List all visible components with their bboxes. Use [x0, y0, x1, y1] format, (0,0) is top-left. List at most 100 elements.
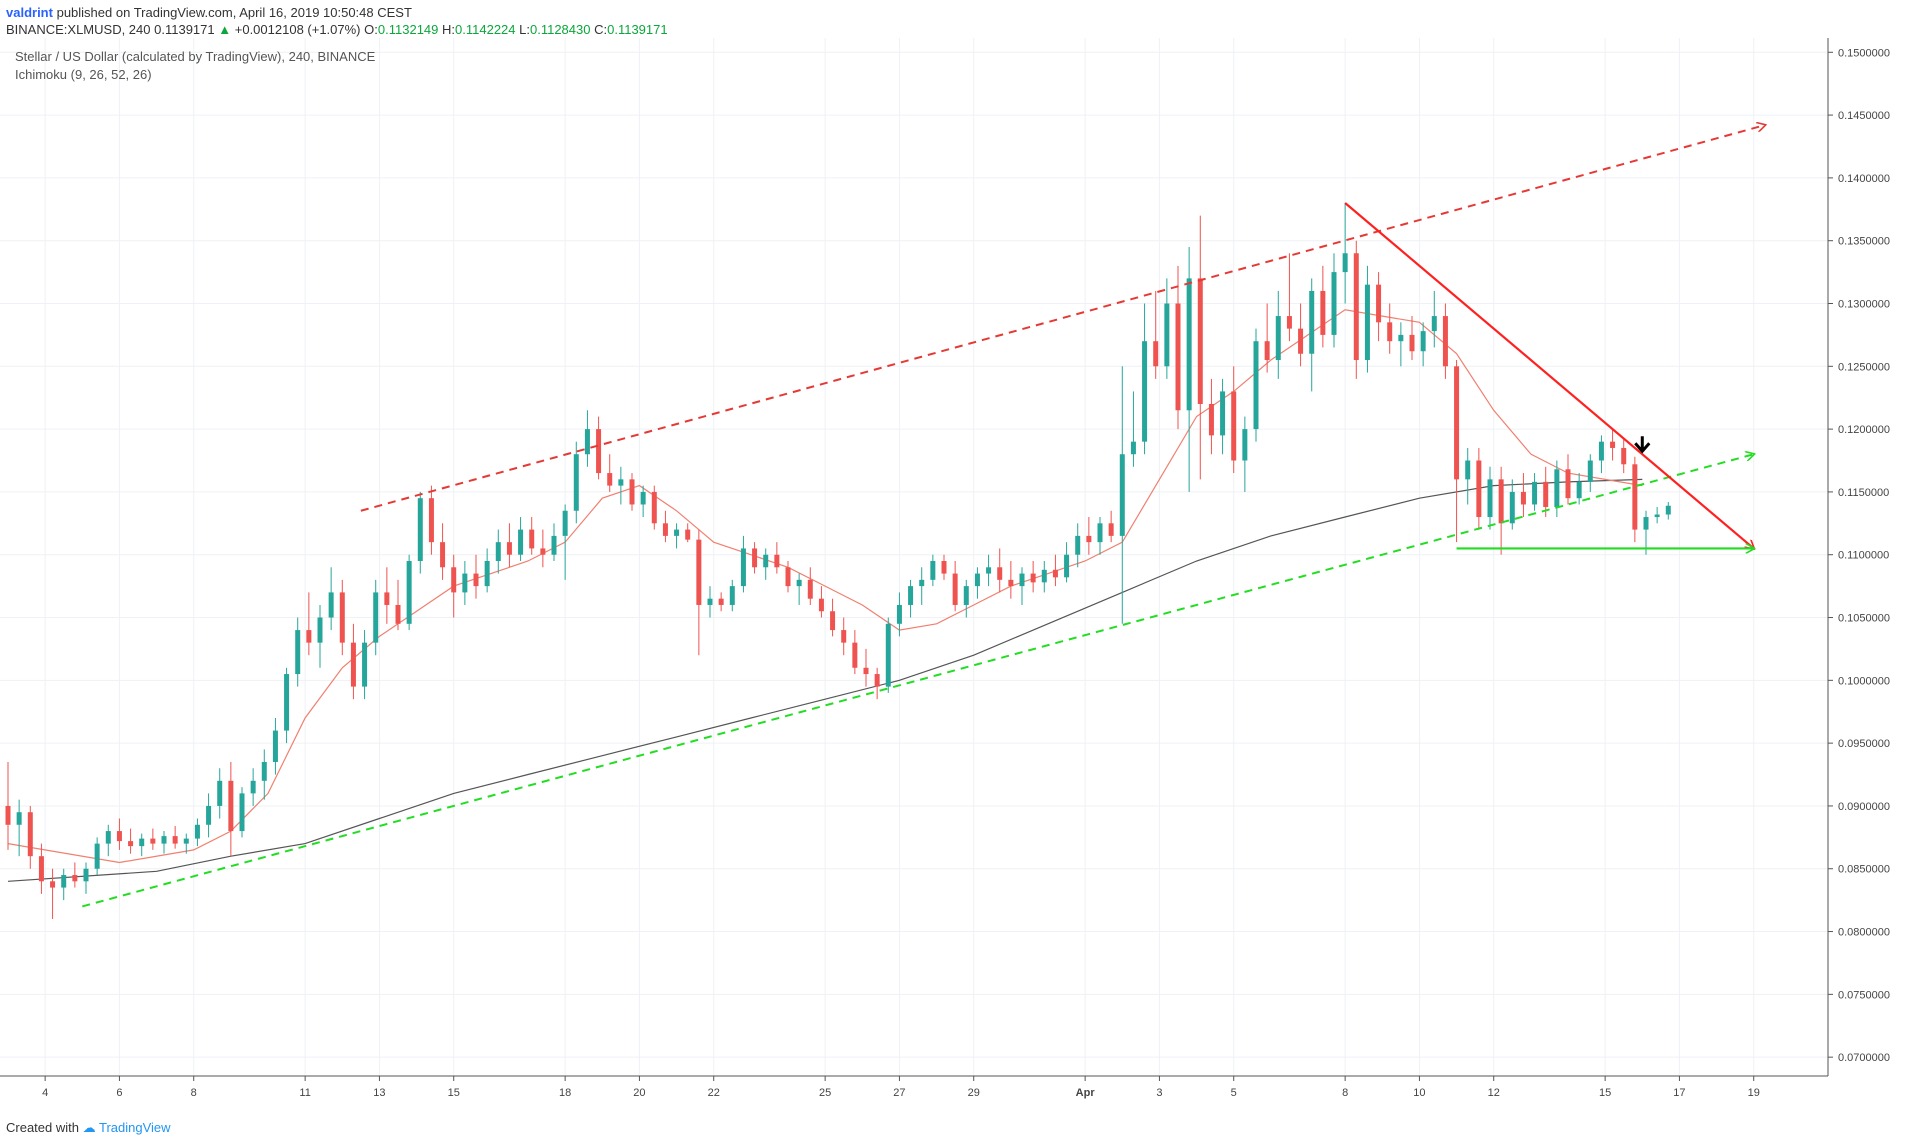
candle-body: [1030, 573, 1036, 583]
channel-upper-line: [360, 125, 1765, 512]
time-tick-label: 13: [373, 1087, 385, 1099]
candle-body: [852, 642, 858, 668]
author-name[interactable]: valdrint: [6, 5, 53, 20]
candle-body: [94, 843, 100, 869]
candle: [1008, 561, 1014, 599]
candle-body: [952, 573, 958, 605]
candle: [1331, 253, 1337, 348]
candle-body: [584, 429, 590, 455]
candle-body: [1309, 290, 1315, 354]
candle-body: [194, 824, 200, 839]
price-tick-label: 0.0700000: [1838, 1052, 1890, 1064]
candle-body: [373, 592, 379, 643]
candle-body: [1086, 535, 1092, 543]
time-tick-label: 18: [559, 1087, 571, 1099]
candle: [785, 561, 791, 593]
candle: [1442, 303, 1448, 379]
candle: [1253, 328, 1259, 442]
candle-body: [1364, 284, 1370, 361]
candle: [1376, 272, 1382, 342]
price-tick-label: 0.1150000: [1838, 487, 1889, 499]
candle-body: [1108, 523, 1114, 536]
candle-body: [172, 836, 178, 844]
candle: [807, 567, 813, 605]
ohlc-low: 0.1128430: [529, 22, 591, 37]
candle: [239, 787, 245, 838]
candle: [1298, 303, 1304, 367]
candle-body: [986, 567, 992, 574]
candle: [495, 529, 501, 574]
price-chart[interactable]: Stellar / US Dollar (calculated by Tradi…: [0, 38, 1905, 1110]
candle: [1231, 366, 1237, 474]
candle: [1543, 466, 1549, 518]
symbol-ohlc-line: BINANCE:XLMUSD, 240 0.1139171 ▲ +0.00121…: [6, 22, 668, 37]
candle: [306, 592, 312, 656]
candle-body: [796, 579, 802, 587]
candle-body: [484, 561, 490, 587]
drawings-layer: [82, 125, 1765, 908]
candle-body: [1454, 366, 1460, 480]
candle-body: [506, 542, 512, 555]
ohlc-open: 0.1132149: [377, 22, 439, 37]
candle-body: [1610, 441, 1616, 448]
candle: [1164, 278, 1170, 379]
candle: [1052, 554, 1058, 587]
candle-body: [1598, 441, 1604, 461]
time-tick-label: 10: [1413, 1087, 1425, 1099]
candle: [1476, 447, 1482, 530]
candle-body: [473, 573, 479, 587]
candle-body: [662, 523, 668, 536]
candle: [1208, 378, 1214, 455]
candle-body: [1231, 391, 1237, 461]
candle: [1197, 215, 1203, 480]
candle-body: [1286, 316, 1292, 329]
candle-body: [1097, 523, 1103, 543]
candle: [1364, 265, 1370, 373]
candle: [27, 805, 33, 869]
candle: [339, 579, 345, 656]
time-tick-label: 11: [299, 1087, 310, 1099]
candle: [1398, 322, 1404, 367]
candle: [908, 579, 914, 618]
candle-body: [707, 598, 713, 605]
candle: [217, 768, 223, 819]
candle: [50, 868, 56, 919]
candle-body: [518, 529, 524, 555]
candle: [373, 579, 379, 656]
candle-body: [462, 573, 468, 593]
candle: [384, 567, 390, 624]
candle: [662, 510, 668, 543]
candle: [796, 573, 802, 605]
candle: [1520, 473, 1526, 518]
candle: [596, 416, 602, 480]
candle: [272, 718, 278, 775]
candle-body: [50, 881, 56, 888]
time-tick-label: 12: [1488, 1087, 1500, 1099]
chart-legend-indicator: Ichimoku (9, 26, 52, 26): [15, 67, 152, 82]
candle-body: [1431, 316, 1437, 332]
time-tick-label: 3: [1156, 1087, 1162, 1099]
candle: [674, 523, 680, 549]
price-axis[interactable]: 0.1500000 0.1450000 0.1400000 0.1350000 0.13…: [1827, 38, 1890, 1076]
candle-body: [1075, 535, 1081, 555]
tradingview-brand[interactable]: TradingView: [99, 1120, 171, 1135]
ohlc-low-label: L:: [519, 22, 530, 37]
candle-body: [1008, 579, 1014, 587]
candle-body: [1130, 441, 1136, 455]
candle: [295, 617, 301, 687]
candle-body: [1153, 341, 1159, 367]
candle-body: [874, 674, 880, 687]
candle-body: [529, 529, 535, 549]
time-tick-label: Apr: [1076, 1087, 1096, 1099]
candle-body: [696, 539, 702, 605]
candle-body: [1554, 469, 1560, 507]
time-axis[interactable]: 4 6 8 11 13 15 18 20 22 25 27 29 Apr 3 5 8 10 12 15 17 19: [0, 1075, 1828, 1099]
tradingview-logo-icon: ☁: [82, 1120, 96, 1135]
candle-body: [551, 535, 557, 555]
candle-body: [1387, 322, 1393, 342]
candle: [1041, 561, 1047, 593]
candle-body: [261, 761, 267, 781]
candle-body: [395, 604, 401, 624]
candle-body: [206, 805, 212, 825]
candle-body: [1665, 505, 1671, 515]
